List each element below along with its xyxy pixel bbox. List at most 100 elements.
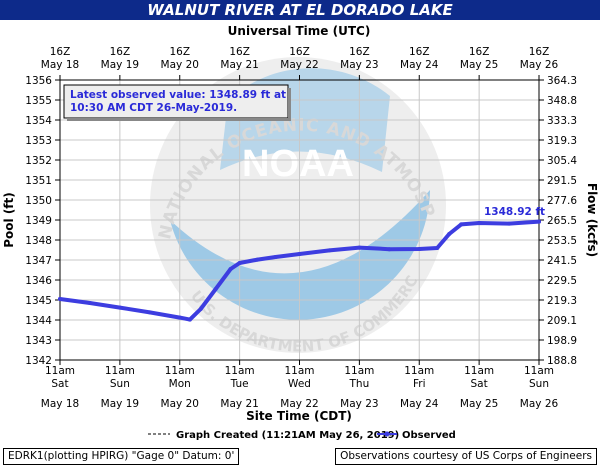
observed-point bbox=[387, 247, 392, 252]
x-bottom-tick-time: 11am bbox=[165, 365, 195, 377]
x-bottom-tick-time: 11am bbox=[524, 365, 554, 377]
y-left-tick-label: 1350 bbox=[25, 195, 52, 207]
x-bottom-tick-day: Sat bbox=[471, 378, 488, 390]
bottom-axis-title: Site Time (CDT) bbox=[246, 409, 352, 423]
y-left-tick-label: 1349 bbox=[25, 215, 52, 227]
x-bottom-tick-date: May 22 bbox=[280, 398, 318, 410]
observed-point bbox=[117, 305, 122, 310]
y-left-tick-label: 1347 bbox=[25, 255, 52, 267]
y-right-tick-label: 265.5 bbox=[547, 215, 577, 227]
observed-point bbox=[459, 222, 464, 227]
x-bottom-tick-day: Tue bbox=[230, 378, 249, 390]
x-top-tick-time: 16Z bbox=[50, 46, 71, 58]
observed-point bbox=[213, 287, 218, 291]
x-bottom-tick-day: Wed bbox=[288, 378, 311, 390]
y-right-tick-label: 319.3 bbox=[547, 135, 577, 147]
legend-observed: Observed bbox=[402, 430, 456, 441]
y-left-tick-label: 1352 bbox=[25, 155, 52, 167]
latest-value-line1: Latest observed value: 1348.89 ft at bbox=[70, 89, 286, 101]
x-bottom-tick-time: 11am bbox=[284, 365, 314, 377]
x-bottom-tick-date: May 23 bbox=[340, 398, 378, 410]
x-top-tick-time: 16Z bbox=[529, 46, 550, 58]
footer-courtesy: Observations courtesy of US Corps of Eng… bbox=[335, 448, 597, 465]
x-top-tick-date: May 21 bbox=[220, 59, 258, 71]
x-bottom-tick-time: 11am bbox=[464, 365, 494, 377]
x-top-tick-date: May 25 bbox=[460, 59, 498, 71]
x-bottom-tick-date: May 18 bbox=[41, 398, 79, 410]
y-right-tick-label: 229.5 bbox=[547, 275, 577, 287]
x-bottom-tick-date: May 26 bbox=[520, 398, 559, 410]
observed-point bbox=[507, 221, 512, 226]
right-axis-title: Flow (kcfs) bbox=[585, 183, 599, 257]
x-bottom-tick-time: 11am bbox=[105, 365, 135, 377]
x-bottom-tick-date: May 21 bbox=[220, 398, 258, 410]
x-top-tick-time: 16Z bbox=[409, 46, 430, 58]
observed-point bbox=[435, 246, 440, 250]
x-top-tick-date: May 26 bbox=[520, 59, 559, 71]
observed-point bbox=[273, 255, 278, 259]
y-left-tick-label: 1354 bbox=[25, 115, 52, 127]
observed-point bbox=[297, 252, 302, 256]
observed-point bbox=[255, 257, 260, 262]
watermark-noaa-text: NOAA bbox=[242, 143, 354, 185]
end-value-label: 1348.92 ft bbox=[484, 206, 545, 218]
latest-value-line2: 10:30 AM CDT 26-May-2019. bbox=[70, 102, 237, 114]
x-bottom-tick-time: 11am bbox=[404, 365, 434, 377]
x-top-tick-date: May 19 bbox=[101, 59, 139, 71]
x-bottom-tick-date: May 20 bbox=[161, 398, 199, 410]
latest-value-box: Latest observed value: 1348.89 ft at 10:… bbox=[63, 84, 291, 121]
x-bottom-tick-time: 11am bbox=[344, 365, 374, 377]
x-top-tick-time: 16Z bbox=[349, 46, 370, 58]
x-top-tick-time: 16Z bbox=[229, 46, 250, 58]
x-top-tick-time: 16Z bbox=[289, 46, 310, 58]
observed-point bbox=[187, 317, 192, 322]
observed-point bbox=[147, 310, 152, 315]
y-right-tick-label: 333.3 bbox=[547, 115, 577, 127]
y-left-tick-label: 1356 bbox=[25, 75, 52, 87]
x-top-tick-date: May 22 bbox=[280, 59, 318, 71]
y-right-tick-label: 364.3 bbox=[547, 75, 577, 87]
x-top-tick-time: 16Z bbox=[469, 46, 490, 58]
grid-lines bbox=[60, 80, 539, 360]
x-bottom-tick-day: Sun bbox=[529, 378, 549, 390]
y-left-tick-label: 1345 bbox=[25, 295, 52, 307]
y-left-tick-label: 1344 bbox=[25, 315, 52, 327]
y-left-tick-label: 1355 bbox=[25, 95, 52, 107]
y-right-tick-label: 188.8 bbox=[547, 355, 577, 367]
y-right-tick-label: 219.3 bbox=[547, 295, 577, 307]
left-axis-title: Pool (ft) bbox=[2, 192, 16, 248]
y-right-tick-label: 291.5 bbox=[547, 175, 577, 187]
x-top-tick-date: May 18 bbox=[41, 59, 79, 71]
legend-graph-created: Graph Created (11:21AM May 26, 2019) bbox=[176, 430, 399, 441]
y-left-tick-label: 1353 bbox=[25, 135, 52, 147]
y-right-tick-label: 241.5 bbox=[547, 255, 577, 267]
x-bottom-tick-date: May 24 bbox=[400, 398, 439, 410]
footer-gage-info: EDRK1(plotting HPIRG) "Gage 0" Datum: 0' bbox=[3, 448, 240, 465]
top-axis-title: Universal Time (UTC) bbox=[228, 24, 371, 38]
observed-point bbox=[357, 245, 362, 250]
x-bottom-tick-date: May 25 bbox=[460, 398, 498, 410]
observed-point bbox=[177, 315, 182, 320]
x-bottom-tick-day: Mon bbox=[169, 378, 191, 390]
observed-point bbox=[58, 297, 62, 301]
observed-point bbox=[327, 248, 332, 253]
x-bottom-tick-day: Sat bbox=[51, 378, 68, 390]
observed-point bbox=[447, 232, 452, 236]
y-right-tick-label: 348.8 bbox=[547, 95, 577, 107]
observed-point bbox=[417, 247, 422, 251]
observed-point bbox=[198, 307, 203, 311]
x-bottom-tick-time: 11am bbox=[45, 365, 75, 377]
observed-point bbox=[237, 261, 242, 265]
chart-title: WALNUT RIVER AT EL DORADO LAKE bbox=[0, 0, 600, 20]
y-right-tick-label: 305.4 bbox=[547, 155, 577, 167]
x-bottom-tick-date: May 19 bbox=[101, 398, 139, 410]
axis-ticks: 1342 188.8 1343 198.9 1344 209.1 1345 219.3 1346… bbox=[25, 46, 577, 410]
x-top-tick-date: May 20 bbox=[161, 59, 199, 71]
x-top-tick-date: May 23 bbox=[340, 59, 378, 71]
y-left-tick-label: 1348 bbox=[25, 235, 52, 247]
observed-series bbox=[58, 219, 541, 322]
y-left-tick-label: 1343 bbox=[25, 335, 52, 347]
y-left-tick-label: 1342 bbox=[25, 355, 52, 367]
y-left-tick-label: 1351 bbox=[25, 175, 52, 187]
